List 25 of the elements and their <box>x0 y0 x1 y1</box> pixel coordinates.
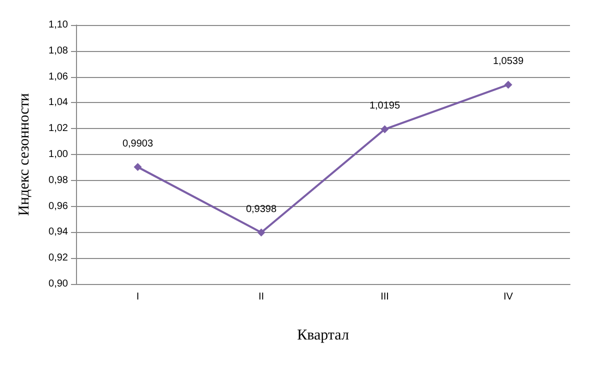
y-axis-title: Индекс сезонности <box>16 93 32 216</box>
y-tick-label: 1,00 <box>48 149 68 160</box>
x-tick-label: IV <box>504 292 514 302</box>
y-tick-label: 1,04 <box>48 97 68 108</box>
point <box>257 228 266 236</box>
x-axis-title: Квартал <box>297 328 350 344</box>
y-tick-label: 1,10 <box>48 20 68 30</box>
y-tick-label: 1,06 <box>48 71 68 82</box>
y-tick-label: 0,90 <box>48 278 68 290</box>
data-label: 0,9903 <box>122 138 154 150</box>
x-tick-label: I <box>136 292 140 302</box>
y-tick-label: 1,08 <box>48 45 68 56</box>
y-tick-label: 0,94 <box>48 226 68 238</box>
y-tick-label: 0,98 <box>48 174 68 186</box>
y-tick-label: 0,96 <box>48 200 68 212</box>
point <box>380 125 389 134</box>
y-tick-label: 1,02 <box>48 123 68 134</box>
data-label: 0,9398 <box>246 204 277 215</box>
data-label: 1,0539 <box>492 56 524 68</box>
x-tick-label: III <box>380 292 389 302</box>
point <box>504 80 512 89</box>
x-tick-label: II <box>258 292 264 302</box>
point <box>134 163 142 172</box>
data-label: 1,0195 <box>369 100 400 112</box>
y-tick-label: 0,92 <box>48 252 68 264</box>
